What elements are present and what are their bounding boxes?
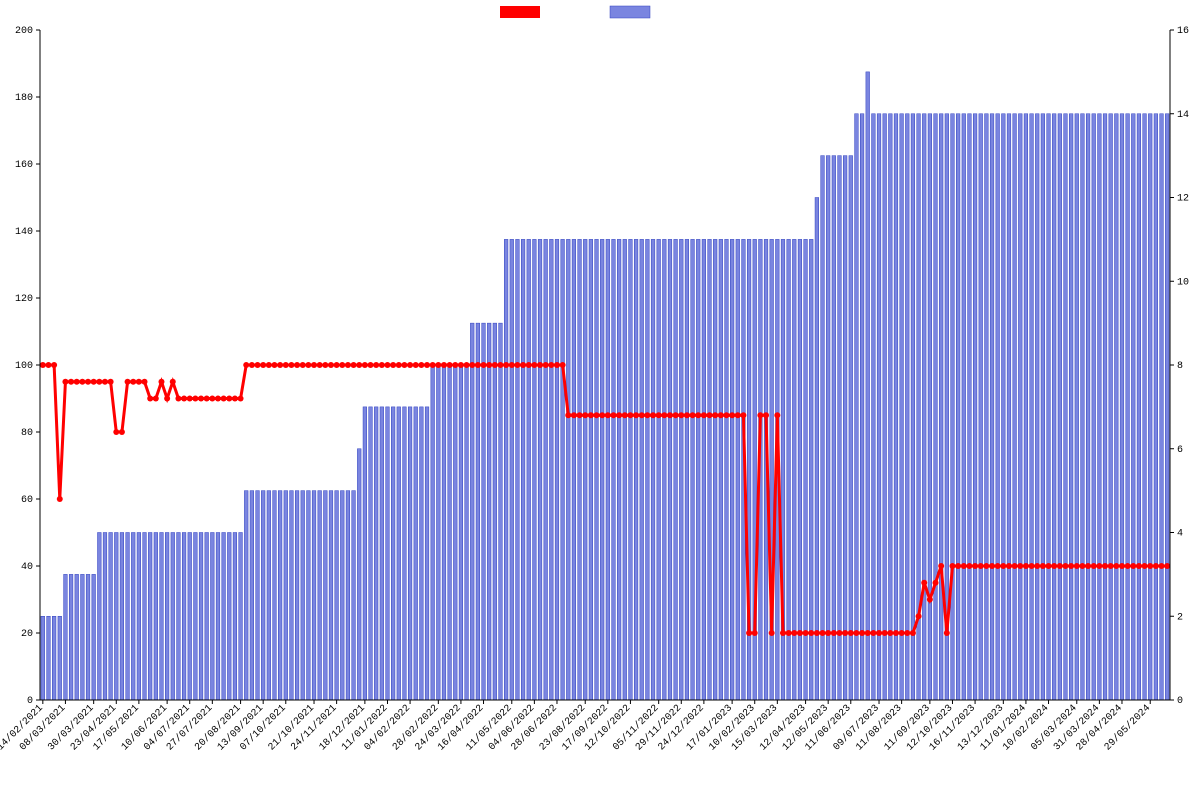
svg-text:8: 8 — [1177, 361, 1183, 372]
svg-text:10: 10 — [1177, 277, 1189, 288]
svg-text:16: 16 — [1177, 26, 1189, 37]
svg-text:120: 120 — [15, 294, 33, 305]
svg-text:140: 140 — [15, 227, 33, 238]
svg-text:200: 200 — [15, 26, 33, 37]
svg-text:100: 100 — [15, 361, 33, 372]
svg-text:20: 20 — [21, 629, 33, 640]
svg-text:0: 0 — [27, 696, 33, 707]
svg-text:60: 60 — [21, 495, 33, 506]
svg-text:80: 80 — [21, 428, 33, 439]
svg-text:160: 160 — [15, 160, 33, 171]
chart-container: 0 20 40 60 80 100 120 140 160 180 200 0 2 4 6 8 10 12 14 16… — [0, 0, 1200, 800]
svg-text:0: 0 — [1177, 696, 1183, 707]
svg-text:4: 4 — [1177, 529, 1183, 540]
svg-text:180: 180 — [15, 93, 33, 104]
svg-text:2: 2 — [1177, 612, 1183, 623]
chart-svg: 0 20 40 60 80 100 120 140 160 180 200 0 2 4 6 8 10 12 14 16… — [0, 0, 1200, 800]
svg-text:12: 12 — [1177, 194, 1189, 205]
svg-text:6: 6 — [1177, 445, 1183, 456]
svg-text:40: 40 — [21, 562, 33, 573]
svg-text:14: 14 — [1177, 110, 1189, 121]
